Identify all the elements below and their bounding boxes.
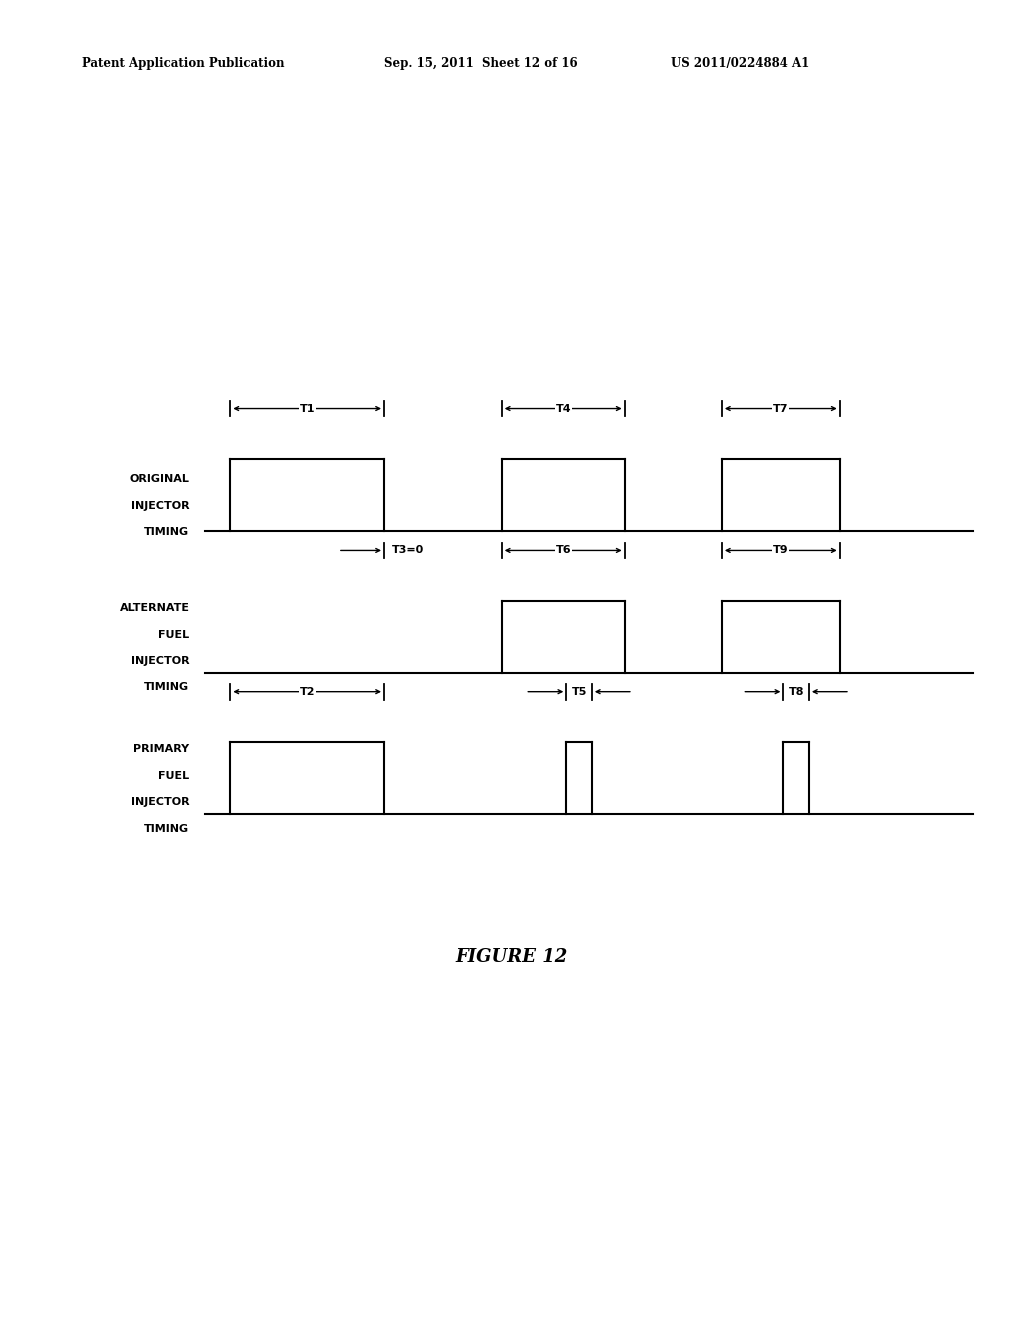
Text: T6: T6	[555, 545, 571, 556]
Text: Sep. 15, 2011  Sheet 12 of 16: Sep. 15, 2011 Sheet 12 of 16	[384, 57, 578, 70]
Text: T8: T8	[788, 686, 804, 697]
Text: T5: T5	[571, 686, 587, 697]
Text: ALTERNATE: ALTERNATE	[120, 603, 189, 614]
Text: TIMING: TIMING	[144, 682, 189, 693]
Text: TIMING: TIMING	[144, 824, 189, 834]
Text: PRIMARY: PRIMARY	[133, 744, 189, 755]
Text: FUEL: FUEL	[159, 771, 189, 781]
Text: ORIGINAL: ORIGINAL	[130, 474, 189, 484]
Text: INJECTOR: INJECTOR	[131, 656, 189, 667]
Text: FUEL: FUEL	[159, 630, 189, 640]
Text: INJECTOR: INJECTOR	[131, 797, 189, 808]
Text: INJECTOR: INJECTOR	[131, 500, 189, 511]
Text: FIGURE 12: FIGURE 12	[456, 948, 568, 966]
Text: T2: T2	[299, 686, 315, 697]
Text: TIMING: TIMING	[144, 527, 189, 537]
Text: T3=0: T3=0	[392, 545, 424, 556]
Text: US 2011/0224884 A1: US 2011/0224884 A1	[671, 57, 809, 70]
Text: T7: T7	[773, 404, 788, 413]
Text: T4: T4	[555, 404, 571, 413]
Text: T9: T9	[773, 545, 788, 556]
Text: T1: T1	[299, 404, 315, 413]
Text: Patent Application Publication: Patent Application Publication	[82, 57, 285, 70]
